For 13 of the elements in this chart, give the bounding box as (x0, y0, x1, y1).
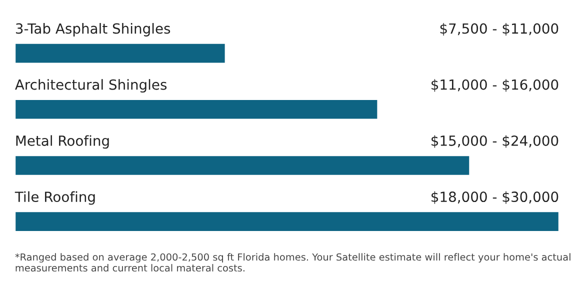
annotation: $7,500 - $11,000 (440, 23, 558, 36)
y-tick-label: 3-Tab Asphalt Shingles (16, 23, 170, 36)
annotation: $18,000 - $30,000 (432, 191, 558, 204)
annotation: $11,000 - $16,000 (432, 79, 558, 92)
bar (14, 98, 379, 120)
annotation: $15,000 - $24,000 (432, 135, 558, 148)
y-tick-label: Tile Roofing (14, 191, 95, 205)
bar (14, 154, 471, 176)
bar (14, 42, 226, 64)
y-tick-label: Metal Roofing (16, 135, 109, 149)
y-tick-label: Architectural Shingles (15, 79, 167, 93)
text: *Ranged based on average 2,000-2,500 sq ft Florida homes. Your Satellite estimate will reflect your home's actual measurements and current local materal costs. (15, 253, 570, 272)
bar (14, 210, 560, 232)
